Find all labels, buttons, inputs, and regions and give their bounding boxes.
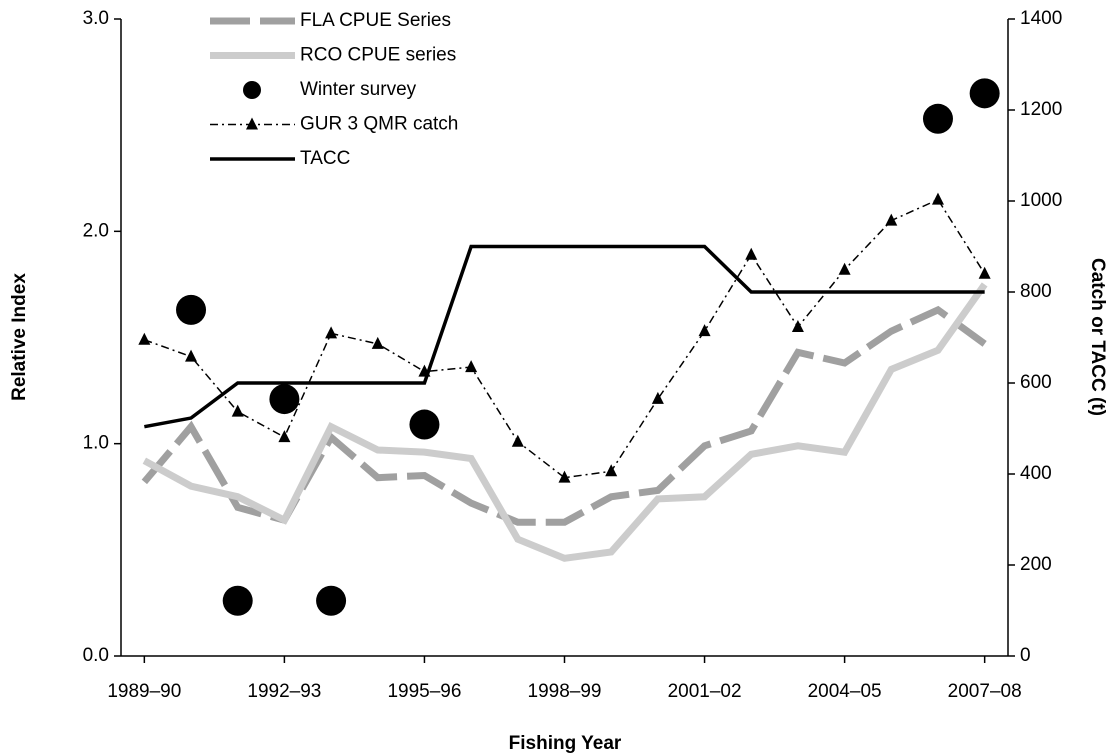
x-tick-label: 2004–05 — [808, 681, 882, 702]
legend-label: TACC — [300, 148, 350, 169]
data-point — [605, 464, 618, 477]
data-point — [325, 326, 338, 339]
data-point — [185, 349, 198, 362]
data-point — [231, 404, 244, 417]
legend-label: FLA CPUE Series — [300, 10, 451, 31]
y2-tick-label: 0 — [1020, 645, 1031, 666]
data-point — [316, 585, 347, 616]
legend-marker — [246, 117, 258, 130]
series-line — [144, 198, 986, 479]
data-point — [931, 192, 944, 205]
data-point — [698, 324, 711, 337]
y2-tick-label: 200 — [1020, 554, 1052, 575]
data-point — [791, 320, 804, 333]
data-point — [176, 294, 207, 325]
legend-label: RCO CPUE series — [300, 45, 456, 66]
data-point — [969, 78, 1000, 109]
x-tick-label: 1995–96 — [387, 681, 461, 702]
data-point — [222, 585, 253, 616]
data-point — [745, 247, 758, 260]
y2-tick-label: 1200 — [1020, 99, 1062, 120]
x-axis-title: Fishing Year — [509, 733, 622, 754]
y-tick-label: 2.0 — [83, 220, 109, 241]
data-point — [838, 262, 851, 275]
y-tick-label: 1.0 — [83, 433, 109, 454]
data-point — [465, 360, 478, 373]
x-tick-label: 1998–99 — [528, 681, 602, 702]
x-tick-label: 2001–02 — [668, 681, 742, 702]
y-tick-label: 0.0 — [83, 645, 109, 666]
y-tick-label: 3.0 — [83, 8, 109, 29]
legend-marker — [243, 81, 261, 99]
data-point — [885, 213, 898, 226]
y2-tick-label: 800 — [1020, 281, 1052, 302]
legend-label: Winter survey — [300, 79, 417, 100]
y-axis-title: Relative Index — [9, 273, 30, 401]
y2-tick-label: 600 — [1020, 372, 1052, 393]
legend-label: GUR 3 QMR catch — [300, 114, 458, 135]
data-point — [371, 336, 384, 349]
data-point — [409, 409, 440, 440]
data-point — [651, 391, 664, 404]
data-point — [278, 430, 291, 443]
data-point — [558, 470, 571, 483]
y2-axis-title: Catch or TACC (t) — [1087, 258, 1108, 416]
series-line — [141, 305, 987, 526]
x-tick-label: 2007–08 — [948, 681, 1022, 702]
y2-tick-label: 1000 — [1020, 190, 1062, 211]
series-line — [142, 282, 988, 562]
y2-tick-label: 1400 — [1020, 8, 1062, 29]
y2-tick-label: 400 — [1020, 463, 1052, 484]
x-tick-label: 1989–90 — [107, 681, 181, 702]
data-point — [978, 266, 991, 279]
data-point — [922, 103, 953, 134]
data-point — [138, 332, 151, 345]
x-tick-label: 1992–93 — [247, 681, 321, 702]
data-point — [269, 384, 300, 415]
series-line — [144, 244, 985, 429]
data-point — [511, 434, 524, 447]
